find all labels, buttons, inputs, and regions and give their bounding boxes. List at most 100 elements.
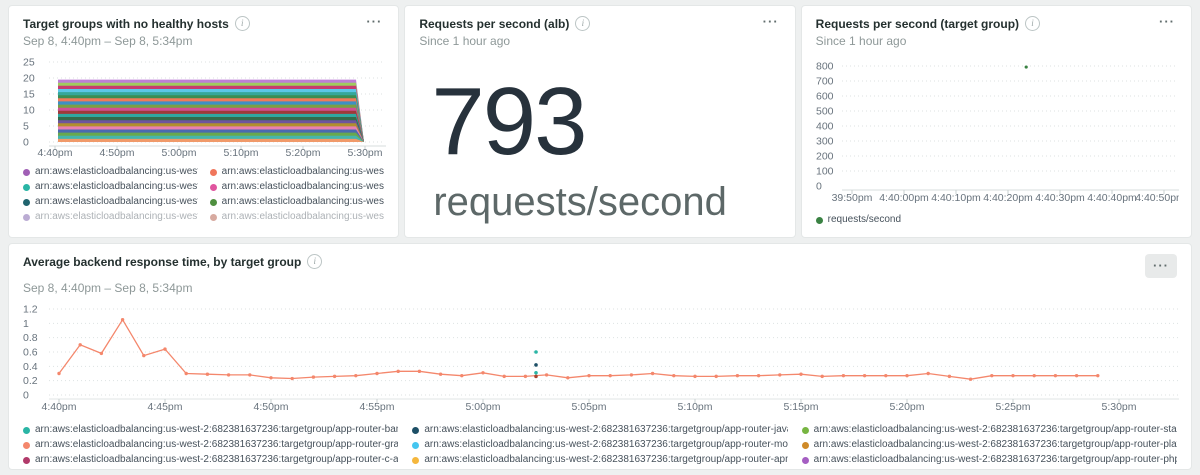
panel-menu-button[interactable]: ··· bbox=[762, 14, 779, 29]
svg-text:5:10pm: 5:10pm bbox=[677, 401, 712, 413]
svg-text:300: 300 bbox=[816, 136, 834, 148]
legend-dot bbox=[23, 183, 30, 191]
panel-backend-response-time: Average backend response time, by target… bbox=[8, 243, 1192, 470]
svg-text:0: 0 bbox=[23, 390, 29, 402]
legend-label: arn:aws:elasticloadbalancing:us-west-2:6… bbox=[424, 424, 787, 435]
stacked-area-chart[interactable]: 25 20 15 10 5 0 4:40pm 4:50pm 5:00pm 5:10pm 5:20pm… bbox=[23, 56, 386, 160]
svg-text:5:15pm: 5:15pm bbox=[783, 401, 818, 413]
legend-item[interactable]: arn:aws:elasticloadbalancing:us-west-2:6… bbox=[23, 195, 198, 209]
legend-dot bbox=[412, 456, 420, 464]
panel-title: Requests per second (target group) bbox=[815, 16, 1020, 31]
svg-text:0.8: 0.8 bbox=[23, 332, 38, 344]
line-chart[interactable]: 1.2 1 0.8 0.6 0.4 0.2 0 4:40pm 4:45pm 4:50pm 4:55p… bbox=[23, 303, 1179, 415]
legend-label: arn:aws:elasticloadbalancing:us-west-2:6… bbox=[35, 454, 399, 465]
svg-text:500: 500 bbox=[816, 106, 834, 118]
panel-rps-alb: Requests per second (alb) i ··· Since 1 … bbox=[404, 5, 796, 238]
legend-item[interactable]: arn:aws:elasticloadbalancing:us-west-2:6… bbox=[23, 468, 398, 469]
legend-label: arn:aws:elasticloadbalancing:us-west-2:6… bbox=[35, 196, 198, 207]
legend-dot bbox=[209, 183, 217, 191]
legend-item[interactable]: arn:aws:elasticloadbalancing:us-west-2:6… bbox=[209, 195, 385, 209]
svg-text:4:55pm: 4:55pm bbox=[359, 401, 394, 413]
svg-text:4:40pm: 4:40pm bbox=[37, 147, 72, 159]
legend-dot bbox=[412, 441, 420, 449]
legend-item[interactable]: arn:aws:elasticloadbalancing:us-west-2:6… bbox=[23, 438, 398, 452]
svg-text:400: 400 bbox=[816, 121, 834, 133]
legend-column: arn:aws:elasticloadbalancing:us-west-2:6… bbox=[412, 423, 788, 467]
panel-title: Average backend response time, by target… bbox=[23, 254, 302, 269]
svg-text:10: 10 bbox=[23, 105, 35, 117]
legend-item[interactable]: arn:aws:elasticloadbalancing:us-west-2:6… bbox=[801, 423, 1177, 437]
legend-label: arn:aws:elasticloadbalancing:us-west-2:6… bbox=[221, 181, 385, 192]
legend-dot bbox=[209, 168, 217, 176]
legend-dot bbox=[209, 213, 217, 221]
panel-menu-button[interactable]: ··· bbox=[366, 14, 383, 29]
chart-legend: arn:aws:elasticloadbalancing:us-west-2:6… bbox=[23, 165, 384, 224]
svg-text:4:40:50pm: 4:40:50pm bbox=[1135, 192, 1179, 204]
legend-label: arn:aws:elasticloadbalancing:us-west-2:6… bbox=[813, 424, 1177, 435]
panel-menu-button[interactable]: ··· bbox=[1159, 14, 1175, 29]
legend-label: arn:aws:elasticloadbalancing:us-west-2:6… bbox=[35, 211, 198, 222]
legend-dot bbox=[23, 213, 30, 221]
chart-legend: arn:aws:elasticloadbalancing:us-west-2:6… bbox=[23, 423, 1177, 469]
legend-label: arn:aws:elasticloadbalancing:us-west-2:6… bbox=[35, 468, 398, 469]
legend-item[interactable]: arn:aws:elasticloadbalancing:us-west-2:6… bbox=[209, 210, 385, 224]
legend-item[interactable]: arn:aws:elasticloadbalancing:us-west-2:6… bbox=[412, 438, 788, 452]
legend-item[interactable]: arn:aws:elasticloadbalancing:us-west-2:6… bbox=[209, 180, 385, 194]
info-icon[interactable]: i bbox=[307, 254, 323, 269]
panel-time-range: Since 1 hour ago bbox=[815, 34, 907, 48]
legend-item[interactable]: arn:aws:elasticloadbalancing:us-west-2:6… bbox=[23, 165, 198, 179]
legend-item[interactable]: arn:aws:elasticloadbalancing:us-west-2:6… bbox=[23, 453, 398, 467]
panel-no-healthy-hosts: Target groups with no healthy hosts i ··… bbox=[8, 5, 400, 238]
legend-item[interactable]: arn:aws:elasticloadbalancing:us-west-2:6… bbox=[209, 165, 385, 179]
svg-text:800: 800 bbox=[816, 61, 834, 73]
svg-text:5:30pm: 5:30pm bbox=[1101, 401, 1136, 413]
legend-item[interactable]: arn:aws:elasticloadbalancing:us-west-2:6… bbox=[23, 180, 198, 194]
legend-item[interactable]: arn:aws:elasticloadbalancing:us-west-2:6… bbox=[23, 210, 198, 224]
svg-text:5:30pm: 5:30pm bbox=[347, 147, 382, 159]
svg-text:15: 15 bbox=[23, 89, 35, 101]
legend-label: arn:aws:elasticloadbalancing:us-west-2:6… bbox=[221, 166, 385, 177]
panel-rps-target-group: Requests per second (target group) i ···… bbox=[800, 5, 1192, 238]
legend-dot bbox=[23, 456, 30, 464]
legend-item[interactable]: arn:aws:elasticloadbalancing:us-west-2:6… bbox=[801, 453, 1177, 467]
info-icon[interactable]: i bbox=[234, 16, 250, 31]
svg-text:4:40:10pm: 4:40:10pm bbox=[931, 192, 981, 204]
svg-text:4:40:00pm: 4:40:00pm bbox=[879, 192, 929, 204]
info-icon[interactable]: i bbox=[575, 16, 591, 31]
legend-item[interactable]: arn:aws:elasticloadbalancing:us-west-2:6… bbox=[412, 423, 788, 437]
panel-title: Requests per second (alb) bbox=[419, 16, 570, 31]
legend-label: arn:aws:elasticloadbalancing:us-west-2:6… bbox=[221, 196, 385, 207]
svg-text:5:00pm: 5:00pm bbox=[465, 401, 500, 413]
panel-time-range: Since 1 hour ago bbox=[419, 34, 511, 48]
legend-column: arn:aws:elasticloadbalancing:us-west-2:6… bbox=[23, 423, 398, 469]
legend-column: arn:aws:elasticloadbalancing:us-west-2:6… bbox=[801, 423, 1177, 467]
panel-menu-button[interactable]: ··· bbox=[1145, 254, 1177, 278]
panel-header: Average backend response time, by target… bbox=[23, 254, 1177, 278]
legend-label: arn:aws:elasticloadbalancing:us-west-2:6… bbox=[424, 454, 787, 465]
svg-text:20: 20 bbox=[23, 73, 35, 85]
panel-time-range: Sep 8, 4:40pm – Sep 8, 5:34pm bbox=[23, 281, 193, 295]
legend-dot bbox=[815, 216, 823, 224]
scatter-chart[interactable]: 800 700 600 500 400 300 200 100 0 39:50pm 4:40:00p… bbox=[816, 56, 1179, 208]
svg-text:4:40:20pm: 4:40:20pm bbox=[983, 192, 1033, 204]
legend-label: arn:aws:elasticloadbalancing:us-west-2:6… bbox=[35, 424, 398, 435]
svg-text:5:20pm: 5:20pm bbox=[889, 401, 924, 413]
svg-text:600: 600 bbox=[816, 91, 834, 103]
legend-dot bbox=[23, 426, 30, 434]
legend-item[interactable]: requests/second bbox=[815, 213, 1177, 227]
svg-text:1.2: 1.2 bbox=[23, 304, 38, 316]
svg-text:0.6: 0.6 bbox=[23, 347, 38, 359]
legend-dot bbox=[801, 426, 809, 434]
svg-text:4:40:30pm: 4:40:30pm bbox=[1035, 192, 1085, 204]
billboard-value: 793 bbox=[431, 68, 587, 175]
svg-text:200: 200 bbox=[816, 151, 834, 163]
legend-item[interactable]: arn:aws:elasticloadbalancing:us-west-2:6… bbox=[23, 423, 398, 437]
info-icon[interactable]: i bbox=[1025, 16, 1041, 31]
legend-item[interactable]: arn:aws:elasticloadbalancing:us-west-2:6… bbox=[801, 438, 1177, 452]
panel-header: Target groups with no healthy hosts i ··… bbox=[23, 14, 384, 31]
svg-text:5: 5 bbox=[23, 121, 29, 133]
legend-label: arn:aws:elasticloadbalancing:us-west-2:6… bbox=[221, 211, 385, 222]
legend-item[interactable]: arn:aws:elasticloadbalancing:us-west-2:6… bbox=[412, 453, 788, 467]
legend-label: arn:aws:elasticloadbalancing:us-west-2:6… bbox=[424, 439, 788, 450]
